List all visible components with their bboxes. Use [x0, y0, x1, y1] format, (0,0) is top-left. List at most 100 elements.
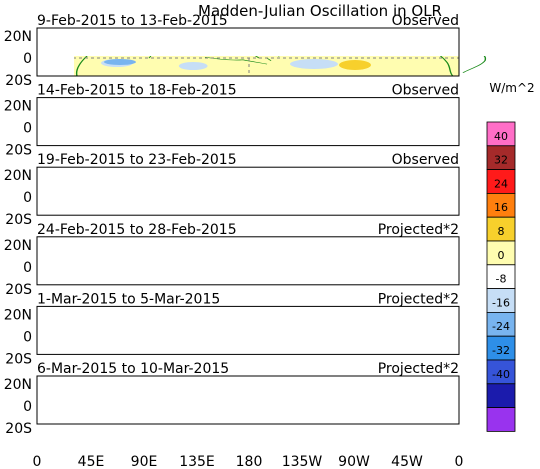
- lat-label-20n: 20N: [4, 99, 32, 115]
- anomaly-cell: [117, 174, 157, 182]
- anomaly-cell: [210, 200, 258, 210]
- panel-date-range: 9-Feb-2015 to 13-Feb-2015: [37, 13, 228, 29]
- colorbar-labels: 40 32 24 16 8 0 -8 -16 -24 -32 -40: [492, 130, 510, 381]
- anomaly-cell: [110, 269, 150, 277]
- anomaly-cell: [133, 244, 165, 252]
- neutral-background: [37, 98, 459, 146]
- lon-label-135w: 135W: [282, 454, 323, 469]
- lon-label-0-end: 0: [455, 454, 464, 469]
- anomaly-cell: [82, 33, 122, 39]
- anomaly-cell: [203, 268, 222, 276]
- figure-title: Madden-Julian Oscillation in OLR: [198, 2, 442, 20]
- panel-status: Observed: [392, 13, 459, 29]
- lat-label-0: 0: [23, 121, 32, 137]
- anomaly-cell: [209, 338, 235, 346]
- anomaly-cell: [224, 269, 248, 279]
- map-panel: 6-Mar-2015 to 10-Mar-2015 Projected*2 20N 0…: [4, 361, 485, 437]
- map-panel: 1-Mar-2015 to 5-Mar-2015 Projected*2 20N 0 2…: [4, 291, 485, 367]
- panel-field: [37, 98, 485, 146]
- anomaly-cell: [312, 245, 362, 255]
- anomaly-cell: [159, 36, 195, 44]
- colorbar-label: 32: [494, 154, 508, 167]
- anomaly-cell: [179, 199, 205, 209]
- anomaly-cell: [267, 242, 307, 250]
- panel-frame: [36, 27, 460, 77]
- anomaly-cell: [37, 34, 97, 44]
- colorbar: W/m^2 40 32 24 16 8 0 -8 -16 -24 -32 -40: [486, 81, 535, 432]
- colorbar-label: 24: [494, 177, 508, 190]
- anomaly-cell: [151, 242, 179, 250]
- anomaly-cell: [279, 338, 311, 346]
- anomaly-cell: [340, 408, 380, 418]
- map-panel: 24-Feb-2015 to 28-Feb-2015 Projected*2 20N…: [4, 222, 460, 298]
- lat-label-20s: 20S: [5, 282, 32, 298]
- anomaly-cell: [302, 311, 352, 321]
- anomaly-cell: [111, 384, 147, 392]
- anomaly-cell: [280, 199, 328, 209]
- colorbar-label: -40: [492, 368, 510, 381]
- lon-label-135e: 135E: [179, 454, 215, 469]
- neutral-background: [37, 237, 459, 285]
- lat-label-20s: 20S: [5, 73, 32, 89]
- anomaly-cell: [62, 103, 122, 113]
- anomaly-cell: [167, 103, 207, 111]
- lat-label-20s: 20S: [5, 421, 32, 437]
- anomaly-cell: [165, 242, 205, 254]
- lat-label-0: 0: [23, 51, 32, 67]
- anomaly-cell: [57, 311, 97, 321]
- anomaly-cell: [67, 381, 87, 389]
- anomaly-cell: [100, 197, 148, 207]
- anomaly-cell: [153, 313, 177, 319]
- neutral-background: [37, 376, 459, 424]
- anomaly-cell: [257, 33, 317, 43]
- lon-label-45e: 45E: [78, 454, 105, 469]
- anomaly-cell: [207, 311, 223, 317]
- anomaly-cell: [189, 129, 221, 137]
- panel-field: [37, 33, 487, 77]
- colorbar-box: [486, 407, 516, 432]
- anomaly-cell: [177, 174, 237, 184]
- anomaly-cell: [163, 382, 191, 390]
- anomaly-cell: [337, 104, 377, 114]
- lat-label-20s: 20S: [5, 143, 32, 159]
- colorbar-label: 16: [494, 201, 508, 214]
- neutral-background: [37, 167, 459, 215]
- anomaly-cell: [312, 382, 362, 392]
- anomaly-cell: [125, 382, 145, 388]
- map-panel: 19-Feb-2015 to 23-Feb-2015 Observed 20N 0 20…: [4, 152, 485, 228]
- anomaly-cell: [156, 60, 183, 68]
- anomaly-cell: [47, 382, 87, 392]
- anomaly-cell: [79, 33, 119, 41]
- lat-label-20s: 20S: [5, 212, 32, 228]
- anomaly-cell: [270, 130, 310, 138]
- lat-label-0: 0: [23, 190, 32, 206]
- panel-field: [37, 167, 485, 215]
- panel-date-range: 14-Feb-2015 to 18-Feb-2015: [37, 83, 237, 99]
- lat-label-0: 0: [23, 260, 32, 276]
- anomaly-cell: [247, 173, 307, 183]
- anomaly-cell: [330, 337, 370, 347]
- colorbar-label: 0: [498, 249, 505, 262]
- anomaly-cell: [82, 243, 132, 251]
- coastlines: [55, 306, 485, 354]
- lat-label-20n: 20N: [4, 168, 32, 184]
- anomaly-cell: [166, 268, 188, 276]
- anomaly-cell: [217, 59, 249, 69]
- panel-date-range: 19-Feb-2015 to 23-Feb-2015: [37, 152, 237, 168]
- panel-field: [37, 376, 485, 424]
- panel-status: Observed: [392, 152, 459, 168]
- anomaly-cell: [212, 313, 262, 321]
- anomaly-cell: [185, 382, 225, 390]
- coastlines: [55, 98, 485, 146]
- anomaly-cell: [137, 314, 177, 322]
- anomaly-cell: [242, 104, 292, 112]
- colorbar-label: 40: [494, 130, 508, 143]
- anomaly-cell: [339, 60, 371, 70]
- anomaly-cell: [262, 382, 312, 390]
- anomaly-cell: [104, 59, 136, 65]
- anomaly-cell: [207, 408, 239, 416]
- anomaly-cell: [354, 407, 378, 415]
- anomaly-cell: [69, 408, 101, 418]
- anomaly-cell: [240, 131, 288, 141]
- anomaly-cell: [217, 381, 267, 391]
